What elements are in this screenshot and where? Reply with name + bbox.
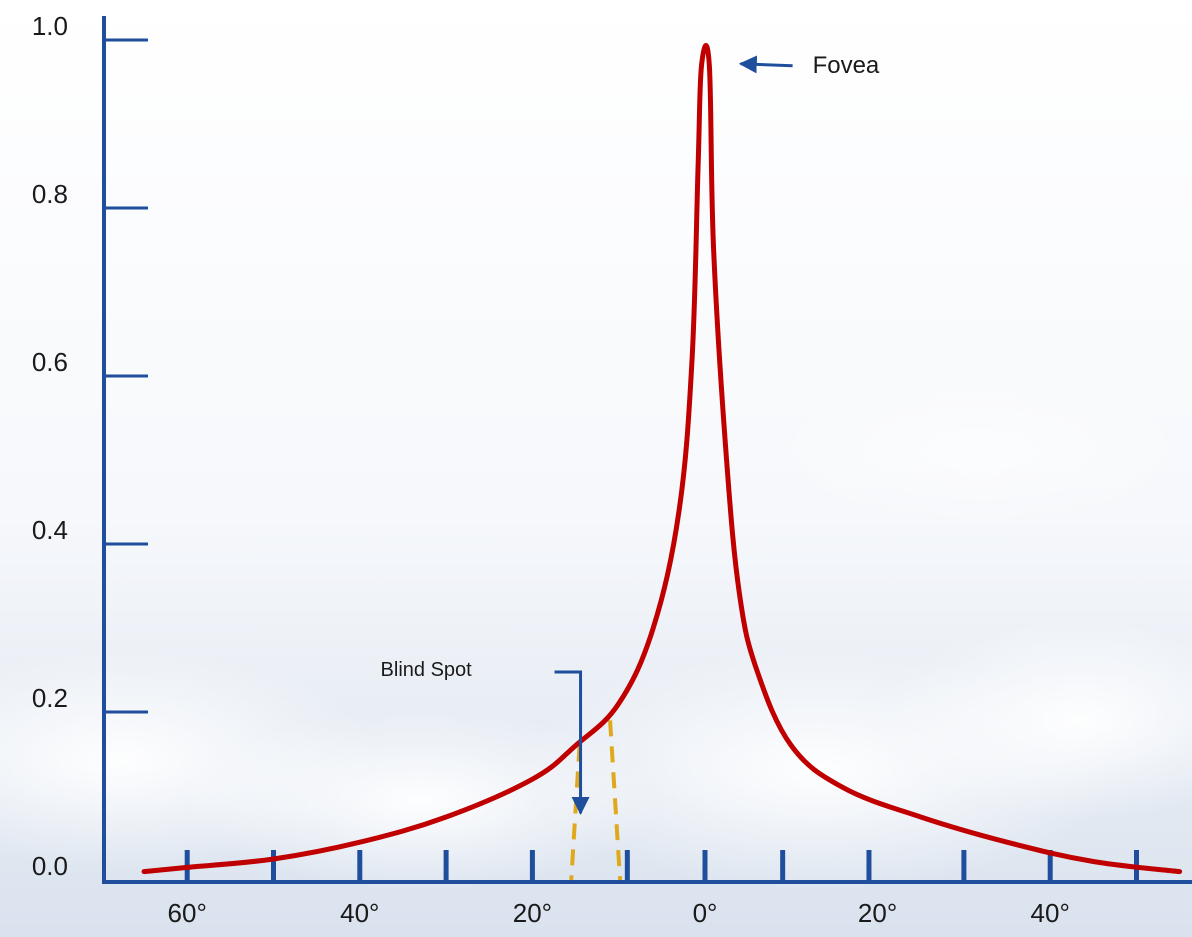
y-tick-label: 0.4 xyxy=(32,515,68,545)
x-tick-label: 20° xyxy=(513,898,552,928)
axes xyxy=(102,16,1192,884)
y-tick-label: 1.0 xyxy=(32,11,68,41)
annotations: Fovea Blind Spot xyxy=(381,52,880,816)
x-tick-label: 40° xyxy=(340,898,379,928)
acuity-curve-line xyxy=(141,43,1183,875)
x-tick-label: 20° xyxy=(858,898,897,928)
y-tick-label: 0.8 xyxy=(32,179,68,209)
x-tick-label: 60° xyxy=(168,898,207,928)
y-tick-label: 0.6 xyxy=(32,347,68,377)
fovea-label: Fovea xyxy=(813,52,880,79)
blind-spot-arrow xyxy=(554,670,590,816)
x-axis-ticks: 60° 40° 20° 0° 20° 40° xyxy=(168,850,1139,928)
x-tick-label: 0° xyxy=(693,898,718,928)
x-tick-label: 40° xyxy=(1031,898,1070,928)
fovea-arrow xyxy=(738,55,793,74)
blind-spot-label: Blind Spot xyxy=(381,659,473,681)
blind-spot-right-boundary xyxy=(608,720,623,881)
acuity-curve-layer xyxy=(141,43,1183,875)
y-tick-label: 0.0 xyxy=(32,851,68,881)
y-tick-label: 0.2 xyxy=(32,683,68,713)
y-axis-ticks: 0.0 0.2 0.4 0.6 0.8 1.0 xyxy=(32,11,148,881)
